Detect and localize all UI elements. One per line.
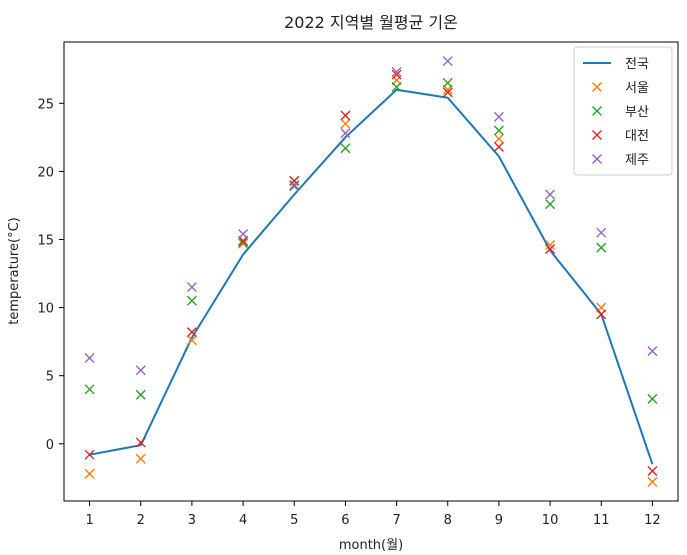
- data-point-3-6: [340, 110, 351, 121]
- data-point-4-6: [340, 128, 351, 139]
- x-tick-label-7: 7: [392, 513, 400, 528]
- x-tick-label-12: 12: [644, 513, 661, 528]
- x-tick-label-3: 3: [188, 513, 196, 528]
- data-point-2-10: [545, 199, 556, 210]
- series-line-0: [89, 88, 654, 465]
- data-point-1-10: [545, 239, 556, 250]
- data-point-4-1: [84, 352, 95, 363]
- data-point-2-4: [238, 237, 249, 248]
- legend-swatch-3: [592, 130, 602, 140]
- x-tick-label-9: 9: [495, 513, 503, 528]
- x-tick-label-5: 5: [290, 513, 298, 528]
- legend-swatch-2: [592, 106, 602, 116]
- legend-label-3: 대전: [625, 129, 649, 144]
- data-point-3-1: [84, 449, 95, 460]
- x-tick-label-1: 1: [85, 513, 93, 528]
- x-tick-label-8: 8: [444, 513, 452, 528]
- legend-swatch-1: [592, 82, 602, 92]
- x-axis: 1 2 3 4 5 6 7 8 9 10 11 12: [85, 501, 661, 528]
- data-point-2-11: [596, 242, 607, 253]
- x-tick-label-2: 2: [137, 513, 145, 528]
- data-point-1-6: [340, 118, 351, 129]
- data-point-1-3: [186, 335, 197, 346]
- y-tick-label-15: 15: [37, 233, 54, 248]
- plot-frame: [63, 41, 679, 502]
- data-point-3-2: [135, 437, 146, 448]
- y-tick-label-0: 0: [46, 438, 54, 453]
- x-tick-label-4: 4: [239, 513, 247, 528]
- data-point-2-8: [442, 77, 453, 88]
- x-tick-label-11: 11: [593, 513, 610, 528]
- data-point-2-6: [340, 143, 351, 154]
- y-tick-label-10: 10: [37, 302, 54, 317]
- data-point-3-10: [545, 244, 556, 255]
- data-point-3-8: [442, 87, 453, 98]
- data-point-4-11: [596, 227, 607, 238]
- data-point-1-9: [493, 133, 504, 144]
- data-point-4-10: [545, 189, 556, 200]
- legend-label-2: 부산: [625, 105, 649, 120]
- data-point-3-3: [186, 327, 197, 338]
- data-point-3-9: [493, 141, 504, 152]
- x-tick-label-10: 10: [542, 513, 559, 528]
- data-point-1-12: [647, 476, 658, 487]
- data-point-4-7: [391, 66, 402, 77]
- data-point-1-4: [238, 238, 249, 249]
- data-point-1-1: [84, 468, 95, 479]
- plot-area: [84, 56, 658, 487]
- data-point-2-5: [289, 180, 300, 191]
- legend-label-1: 서울: [625, 81, 649, 96]
- legend-label-0: 전국: [625, 57, 649, 72]
- x-tick-label-6: 6: [341, 513, 349, 528]
- legend-swatch-4: [592, 154, 602, 164]
- data-point-2-2: [135, 389, 146, 400]
- data-point-2-1: [84, 384, 95, 395]
- data-point-4-12: [647, 346, 658, 357]
- y-tick-label-20: 20: [37, 165, 54, 180]
- data-point-2-3: [186, 295, 197, 306]
- data-point-4-2: [135, 365, 146, 376]
- data-point-2-9: [493, 125, 504, 136]
- legend-box: [573, 46, 673, 176]
- legend-label-4: 제주: [625, 153, 649, 168]
- data-point-4-4: [238, 229, 249, 240]
- data-point-3-12: [647, 466, 658, 477]
- y-axis: 0 5 10 15 20 25: [37, 97, 64, 453]
- y-tick-label-25: 25: [37, 97, 54, 112]
- chart-title: 2022 지역별 월평균 기온: [284, 13, 458, 32]
- data-point-2-12: [647, 393, 658, 404]
- data-point-1-2: [135, 453, 146, 464]
- x-axis-label: month(월): [339, 538, 403, 553]
- y-axis-label: temperature(°C): [7, 217, 22, 324]
- data-point-3-7: [391, 69, 402, 80]
- data-point-3-11: [596, 309, 607, 320]
- data-point-4-5: [289, 181, 300, 192]
- data-point-4-9: [493, 111, 504, 122]
- data-point-4-3: [186, 282, 197, 293]
- data-point-4-8: [442, 56, 453, 67]
- y-tick-label-5: 5: [46, 370, 54, 385]
- data-point-2-7: [391, 81, 402, 92]
